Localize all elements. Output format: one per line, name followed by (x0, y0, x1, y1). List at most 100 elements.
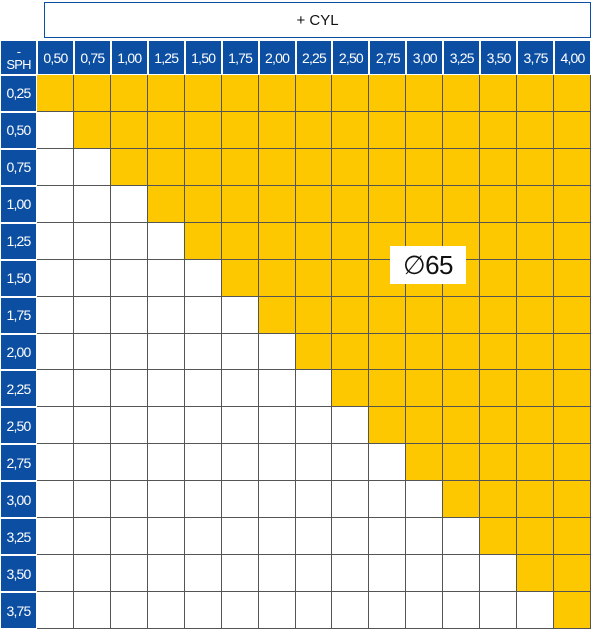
cyl-header: + CYL (44, 2, 591, 38)
cell (406, 296, 444, 334)
cell (517, 444, 555, 482)
cell (369, 185, 407, 223)
cell (517, 222, 555, 260)
cell (258, 444, 296, 482)
cell (221, 407, 259, 445)
cell (517, 111, 555, 149)
cell (295, 222, 333, 260)
column-header: 3,00 (406, 40, 444, 75)
cell (37, 185, 74, 223)
cell (517, 259, 555, 297)
cell (443, 444, 481, 482)
cell (369, 370, 407, 408)
cell (295, 370, 333, 408)
cell (443, 111, 481, 149)
cell (73, 370, 111, 408)
cell (184, 222, 222, 260)
cell (37, 111, 74, 149)
cell (295, 592, 333, 629)
cell (184, 296, 222, 334)
cell (443, 185, 481, 223)
cell (37, 592, 74, 629)
cell (480, 444, 518, 482)
column-header: 1,25 (147, 40, 185, 75)
cell (406, 481, 444, 519)
cell (554, 259, 591, 297)
cell (517, 555, 555, 593)
cell (480, 333, 518, 371)
cell (480, 259, 518, 297)
cell (110, 185, 148, 223)
cell (184, 407, 222, 445)
cell (73, 592, 111, 629)
cell (369, 111, 407, 149)
cell (147, 407, 185, 445)
cell (295, 111, 333, 149)
cell (517, 333, 555, 371)
row-header: 1,50 (0, 259, 37, 297)
cell (110, 592, 148, 629)
cell (147, 481, 185, 519)
cell (517, 370, 555, 408)
cell (554, 518, 591, 556)
cell (554, 370, 591, 408)
cell (369, 592, 407, 629)
cell (184, 481, 222, 519)
cell (554, 296, 591, 334)
cell (37, 259, 74, 297)
cell (332, 333, 370, 371)
cell (332, 259, 370, 297)
column-header: 4,00 (554, 40, 591, 75)
column-header: 0,50 (37, 40, 74, 75)
column-header: 1,50 (184, 40, 222, 75)
cell (480, 555, 518, 593)
cell (517, 481, 555, 519)
cell (37, 222, 74, 260)
cell (332, 370, 370, 408)
row-header: 2,75 (0, 444, 37, 482)
cell (110, 555, 148, 593)
cell (406, 185, 444, 223)
cell (406, 370, 444, 408)
row-header: 3,00 (0, 481, 37, 519)
column-header: 2,00 (258, 40, 296, 75)
cell (258, 111, 296, 149)
row-header: 2,00 (0, 333, 37, 371)
cell (332, 518, 370, 556)
cell (147, 592, 185, 629)
cell (295, 481, 333, 519)
cell (480, 370, 518, 408)
cell (554, 222, 591, 260)
column-header: 1,75 (221, 40, 259, 75)
cell (221, 259, 259, 297)
cell (147, 444, 185, 482)
cell (295, 75, 333, 112)
cell (147, 296, 185, 334)
row-header: 2,25 (0, 370, 37, 408)
corner-top: - (16, 43, 21, 59)
cell (406, 407, 444, 445)
cell (184, 518, 222, 556)
cell (147, 111, 185, 149)
cell (258, 407, 296, 445)
column-header: 3,75 (517, 40, 555, 75)
cell (147, 333, 185, 371)
row-header: 1,25 (0, 222, 37, 260)
cell (73, 185, 111, 223)
cell (369, 148, 407, 186)
cell (37, 75, 74, 112)
row-header: 3,75 (0, 592, 37, 629)
cell (184, 333, 222, 371)
cell (517, 518, 555, 556)
cell (554, 185, 591, 223)
cell (369, 407, 407, 445)
cell (369, 518, 407, 556)
cell (147, 185, 185, 223)
cell (184, 370, 222, 408)
cell (221, 185, 259, 223)
cell (258, 370, 296, 408)
cell (258, 148, 296, 186)
cell (184, 592, 222, 629)
cell (480, 296, 518, 334)
cell (406, 75, 444, 112)
